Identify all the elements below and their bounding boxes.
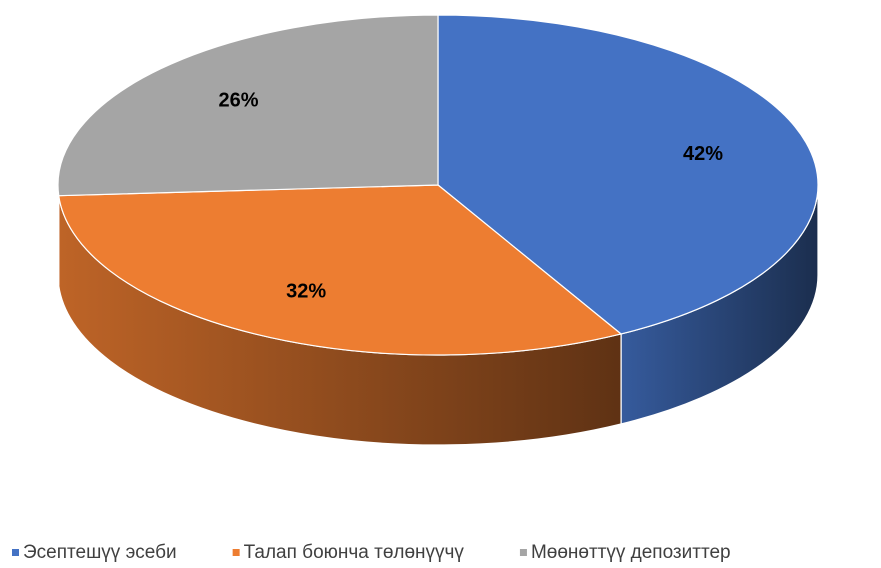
pie-side xyxy=(57,184,60,286)
pie-slice xyxy=(58,184,623,356)
legend-swatch xyxy=(232,549,240,556)
pie-slice xyxy=(57,14,439,197)
legend-label: Эсептешүү эсеби xyxy=(23,542,177,563)
legend-label: Мөөнөттүү депозиттер xyxy=(531,542,731,563)
pie-slice xyxy=(437,14,819,335)
legend-swatch xyxy=(519,549,527,556)
data-label: 42% xyxy=(683,143,723,165)
data-label: 32% xyxy=(286,281,326,303)
data-label: 26% xyxy=(219,89,259,111)
legend-label: Талап боюнча төлөнүүчү xyxy=(244,542,465,563)
legend-swatch xyxy=(12,549,19,556)
